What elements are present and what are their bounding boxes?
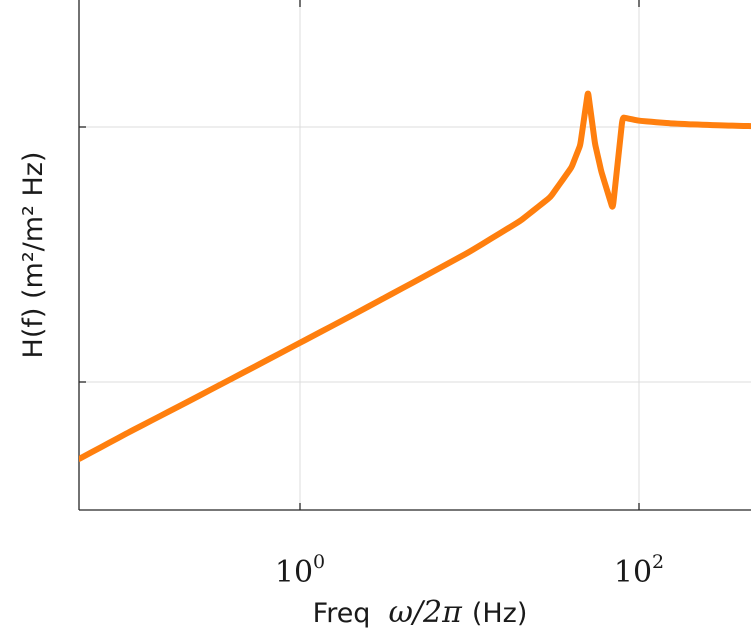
x-axis-label: Freq ω/2π (Hz) — [313, 595, 528, 630]
y-axis-label: H(f) (m²/m² Hz) — [18, 152, 49, 359]
grid-lines — [79, 0, 751, 510]
tick-labels: 100 102 — [275, 551, 664, 590]
x-tick-label: 100 — [275, 551, 325, 590]
axes — [78, 0, 751, 511]
x-tick-label: 102 — [614, 551, 664, 590]
series-layer — [79, 90, 751, 462]
series-line — [79, 90, 751, 462]
